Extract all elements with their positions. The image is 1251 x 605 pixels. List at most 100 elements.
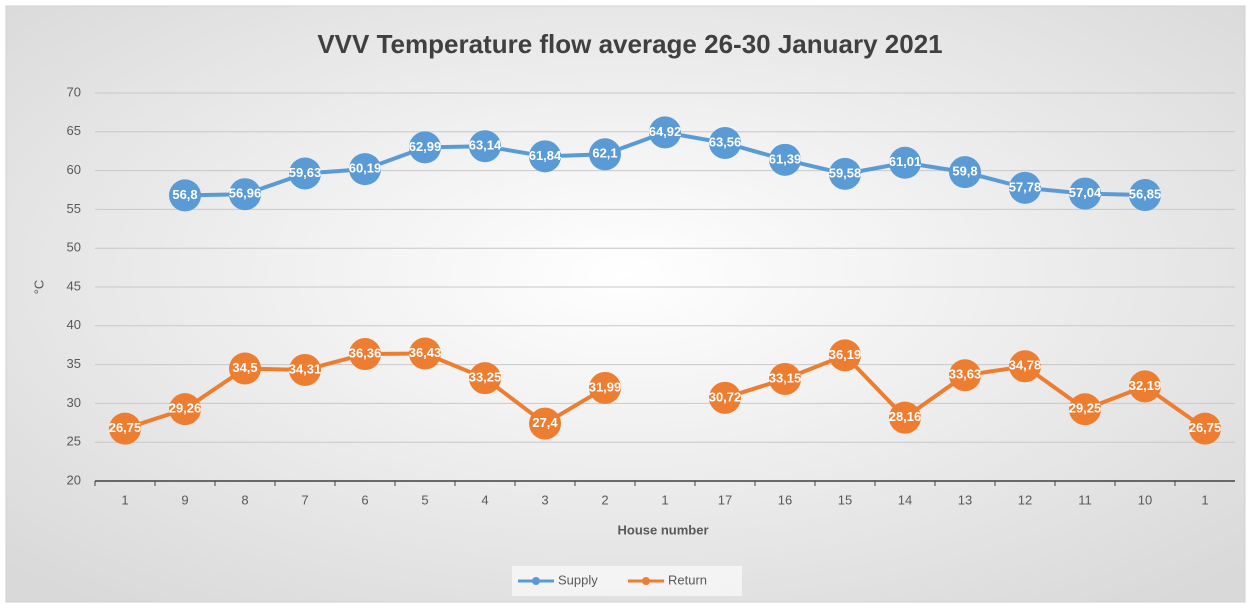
data-label: 56,96 xyxy=(229,186,262,201)
marker xyxy=(349,153,381,186)
x-tick-label: 4 xyxy=(481,492,488,507)
marker xyxy=(349,338,381,371)
data-label: 28,16 xyxy=(889,409,922,424)
data-label: 33,63 xyxy=(949,367,982,382)
data-label: 27,4 xyxy=(532,415,558,430)
x-tick-label: 3 xyxy=(541,492,548,507)
data-label: 36,19 xyxy=(829,347,862,362)
y-tick-label: 65 xyxy=(67,123,81,138)
marker xyxy=(889,146,921,179)
marker xyxy=(709,381,741,414)
marker xyxy=(589,138,621,171)
legend-marker xyxy=(642,577,650,585)
marker xyxy=(409,337,441,370)
marker xyxy=(529,407,561,440)
marker xyxy=(169,179,201,212)
x-tick-label: 1 xyxy=(1201,492,1208,507)
x-tick-label: 1 xyxy=(121,492,128,507)
data-label: 29,26 xyxy=(169,401,202,416)
data-label: 59,58 xyxy=(829,165,862,180)
data-label: 32,19 xyxy=(1129,378,1162,393)
marker xyxy=(1189,412,1221,445)
data-label: 63,56 xyxy=(709,134,742,149)
y-tick-label: 50 xyxy=(67,240,81,255)
data-label: 56,8 xyxy=(172,187,197,202)
x-tick-label: 7 xyxy=(301,492,308,507)
legend-marker xyxy=(532,577,540,585)
data-label: 61,01 xyxy=(889,154,922,169)
marker xyxy=(949,156,981,189)
marker xyxy=(889,401,921,434)
x-tick-label: 14 xyxy=(898,492,912,507)
data-label: 36,36 xyxy=(349,345,382,360)
marker xyxy=(1009,350,1041,383)
x-tick-label: 13 xyxy=(958,492,972,507)
marker xyxy=(529,140,561,173)
marker xyxy=(1069,177,1101,210)
marker xyxy=(229,178,261,211)
x-tick-label: 2 xyxy=(601,492,608,507)
y-tick-label: 35 xyxy=(67,356,81,371)
x-tick-label: 1 xyxy=(661,492,668,507)
data-label: 34,31 xyxy=(289,361,322,376)
x-tick-label: 17 xyxy=(718,492,732,507)
data-label: 26,75 xyxy=(109,420,142,435)
x-tick-label: 5 xyxy=(421,492,428,507)
data-label: 62,99 xyxy=(409,139,442,154)
x-axis-title: House number xyxy=(617,522,708,537)
x-tick-label: 8 xyxy=(241,492,248,507)
x-tick-label: 10 xyxy=(1138,492,1152,507)
data-label: 29,25 xyxy=(1069,401,1102,416)
y-tick-label: 25 xyxy=(67,434,81,449)
marker xyxy=(769,362,801,395)
marker xyxy=(1129,179,1161,212)
data-label: 36,43 xyxy=(409,345,442,360)
data-label: 61,84 xyxy=(529,148,562,163)
marker xyxy=(949,359,981,392)
data-label: 30,72 xyxy=(709,389,742,404)
data-label: 56,85 xyxy=(1129,186,1162,201)
data-label: 57,04 xyxy=(1069,185,1102,200)
y-tick-label: 70 xyxy=(67,84,81,99)
marker xyxy=(469,130,501,163)
data-label: 34,78 xyxy=(1009,358,1042,373)
marker xyxy=(229,352,261,385)
marker xyxy=(649,116,681,149)
y-tick-label: 60 xyxy=(67,162,81,177)
x-tick-label: 16 xyxy=(778,492,792,507)
marker xyxy=(589,371,621,404)
data-label: 59,8 xyxy=(952,164,977,179)
y-tick-label: 40 xyxy=(67,317,81,332)
marker xyxy=(469,362,501,395)
y-tick-label: 20 xyxy=(67,472,81,487)
data-label: 61,39 xyxy=(769,151,802,166)
marker xyxy=(1129,370,1161,403)
chart-background xyxy=(5,5,1246,603)
marker xyxy=(1009,171,1041,204)
y-tick-label: 55 xyxy=(67,201,81,216)
marker xyxy=(289,157,321,190)
data-label: 33,15 xyxy=(769,370,802,385)
data-label: 62,1 xyxy=(592,146,617,161)
y-tick-label: 30 xyxy=(67,395,81,410)
data-label: 31,99 xyxy=(589,379,622,394)
marker xyxy=(169,393,201,426)
marker xyxy=(289,353,321,386)
marker xyxy=(409,131,441,164)
marker xyxy=(709,126,741,159)
marker xyxy=(769,143,801,176)
data-label: 26,75 xyxy=(1189,420,1222,435)
chart-title: VVV Temperature flow average 26-30 Janua… xyxy=(317,29,942,59)
x-tick-label: 9 xyxy=(181,492,188,507)
x-tick-label: 11 xyxy=(1078,492,1092,507)
data-label: 34,5 xyxy=(232,360,257,375)
legend-label: Supply xyxy=(558,572,598,587)
x-tick-label: 15 xyxy=(838,492,852,507)
marker xyxy=(1069,393,1101,426)
marker xyxy=(109,412,141,445)
y-tick-label: 45 xyxy=(67,278,81,293)
y-axis-title: °C xyxy=(31,280,46,295)
data-label: 63,14 xyxy=(469,138,502,153)
marker xyxy=(829,339,861,372)
